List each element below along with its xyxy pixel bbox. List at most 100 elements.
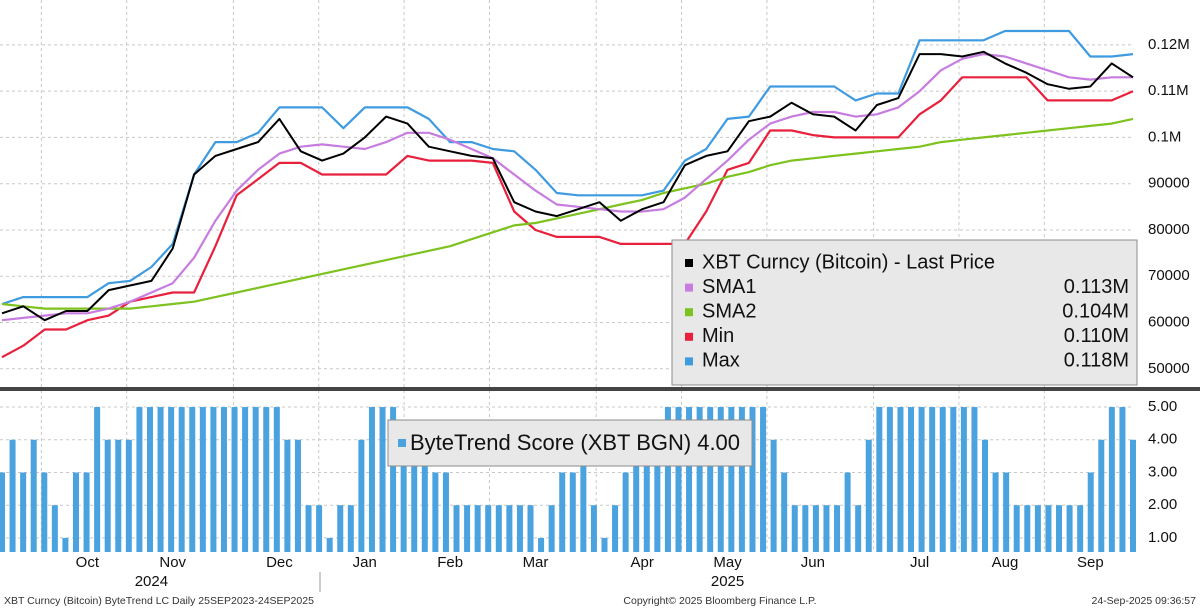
score-bar <box>0 472 5 552</box>
score-bar <box>358 439 365 552</box>
x-tick-label: Mar <box>523 554 549 571</box>
score-bar <box>411 439 418 552</box>
score-bar <box>982 439 989 552</box>
score-bar <box>823 505 830 552</box>
score-bar <box>781 472 788 552</box>
score-bar <box>834 505 841 552</box>
score-bar <box>347 505 354 552</box>
score-bar <box>1108 407 1115 552</box>
score-bar <box>844 472 851 552</box>
score-legend-box <box>387 419 753 467</box>
score-bar <box>876 407 883 552</box>
score-bar <box>242 407 249 552</box>
score-bar <box>104 439 111 552</box>
score-bar <box>717 407 724 552</box>
x-tick-label: Apr <box>631 554 654 571</box>
score-bar <box>612 505 619 552</box>
score-bar <box>865 439 872 552</box>
series-line <box>1 50 1134 322</box>
score-legend-swatch <box>398 439 406 447</box>
score-bar <box>284 439 291 552</box>
score-bar <box>728 407 735 552</box>
x-tick-label: Sep <box>1077 554 1104 571</box>
score-bar <box>812 505 819 552</box>
score-bar <box>136 407 143 552</box>
footer-center: Copyright© 2025 Bloomberg Finance L.P. <box>623 595 816 607</box>
score-bar <box>326 537 333 552</box>
score-bar <box>1098 439 1105 552</box>
x-tick-label: Jul <box>910 554 929 571</box>
score-bar <box>791 505 798 552</box>
score-bar <box>9 439 16 552</box>
score-bar <box>601 537 608 552</box>
y-tick-label: 90000 <box>1148 175 1190 192</box>
score-bar <box>41 472 48 552</box>
series-line <box>1 76 1134 359</box>
score-bar <box>72 472 79 552</box>
score-bar <box>442 472 449 552</box>
score-bar <box>686 407 693 552</box>
score-bar <box>453 505 460 552</box>
score-bar <box>1045 505 1052 552</box>
legend-swatch <box>685 332 693 341</box>
score-bar <box>527 505 534 552</box>
legend-label: XBT Curncy (Bitcoin) - Last Price <box>702 251 995 273</box>
score-bar <box>125 439 132 552</box>
score-bar <box>1087 472 1094 552</box>
score-bar <box>1077 505 1084 552</box>
score-bar <box>707 407 714 552</box>
score-bar <box>696 407 703 552</box>
score-bar <box>939 407 946 552</box>
score-bar <box>516 505 523 552</box>
score-bar <box>178 407 185 552</box>
score-bar <box>1056 505 1063 552</box>
score-bar <box>738 407 745 552</box>
score-bar <box>950 407 957 552</box>
x-tick-label: Aug <box>992 554 1019 571</box>
y-tick-label: 70000 <box>1148 267 1190 284</box>
legend-box <box>671 239 1138 386</box>
score-bar <box>1003 472 1010 552</box>
score-bar <box>770 439 777 552</box>
legend-swatch <box>685 283 693 292</box>
score-bar <box>622 472 629 552</box>
score-legend-label: ByteTrend Score (XBT BGN) 4.00 <box>410 430 740 455</box>
legend-swatch <box>685 308 693 317</box>
legend-value: 0.113M <box>1064 276 1129 298</box>
score-bar <box>749 407 756 552</box>
score-bar <box>802 505 809 552</box>
score-bar <box>897 407 904 552</box>
score-bar <box>760 407 767 552</box>
score-bar <box>231 407 238 552</box>
x-tick-label: Feb <box>437 554 463 571</box>
legend-swatch <box>685 259 693 267</box>
score-bar <box>464 505 471 552</box>
score-bar <box>559 472 566 552</box>
score-bar <box>580 439 587 552</box>
legend-value: 0.104M <box>1062 300 1129 322</box>
y-tick-label: 5.00 <box>1148 398 1177 415</box>
legend-label: Max <box>702 350 740 372</box>
score-bar <box>633 439 640 552</box>
y-tick-label: 0.12M <box>1148 36 1190 53</box>
score-bar <box>548 505 555 552</box>
score-bar <box>590 505 597 552</box>
score-bar <box>971 407 978 552</box>
score-bar <box>189 407 196 552</box>
score-bar <box>886 407 893 552</box>
score-bar <box>273 407 280 552</box>
legend-label: Min <box>702 325 734 347</box>
x-tick-label: Nov <box>159 554 186 571</box>
score-legend-value: 4.00 <box>697 430 740 455</box>
score-bar <box>1130 439 1136 552</box>
y-tick-label: 2.00 <box>1148 496 1177 513</box>
score-bar <box>506 505 513 552</box>
score-bar <box>675 407 682 552</box>
y-tick-label: 50000 <box>1148 360 1190 377</box>
score-bar <box>643 439 650 552</box>
score-bar <box>220 407 227 552</box>
score-bar <box>157 407 164 552</box>
footer-left: XBT Curncy (Bitcoin) ByteTrend LC Daily … <box>4 595 314 607</box>
y-tick-label: 0.1M <box>1148 128 1181 145</box>
